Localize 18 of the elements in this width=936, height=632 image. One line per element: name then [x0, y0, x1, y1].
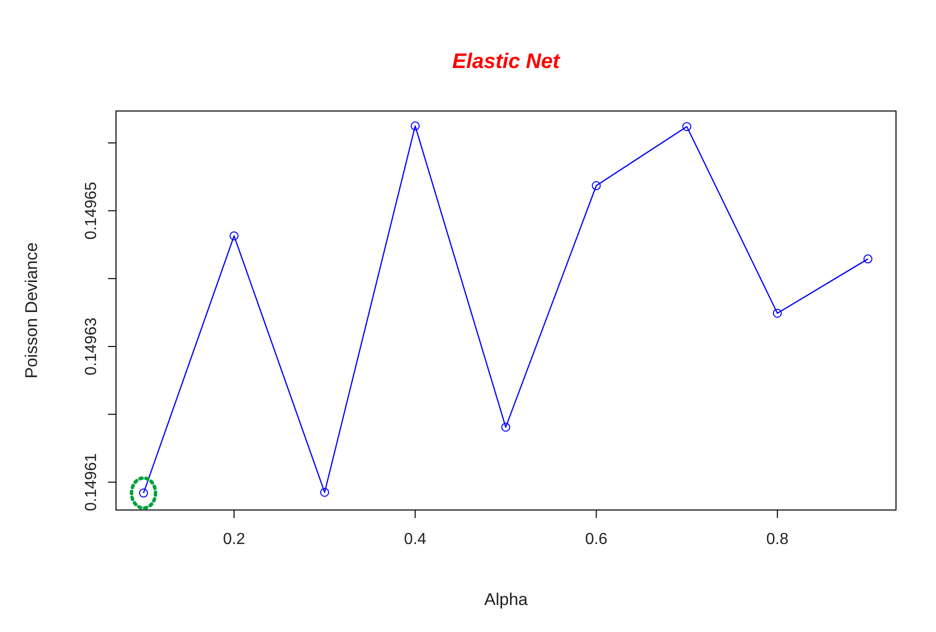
y-tick-label: 0.14961 [83, 453, 100, 512]
chart-title: Elastic Net [452, 50, 561, 73]
point [863, 254, 872, 264]
point [772, 308, 782, 318]
x-tick-label: 0.8 [766, 531, 789, 548]
x-tick-label: 0.6 [585, 531, 608, 548]
y-axis-title: Poisson Deviance [22, 242, 41, 379]
x-tick-label: 0.4 [404, 531, 426, 548]
point [682, 122, 692, 132]
point [320, 488, 330, 497]
y-tick-label: 0.14965 [83, 182, 100, 240]
point [592, 181, 601, 190]
x-axis-title: Alpha [484, 590, 528, 609]
point [501, 422, 510, 432]
y-tick-label: 0.14963 [83, 317, 100, 376]
point [230, 231, 239, 240]
point [410, 121, 420, 130]
x-tick-label: 0.2 [222, 531, 246, 548]
